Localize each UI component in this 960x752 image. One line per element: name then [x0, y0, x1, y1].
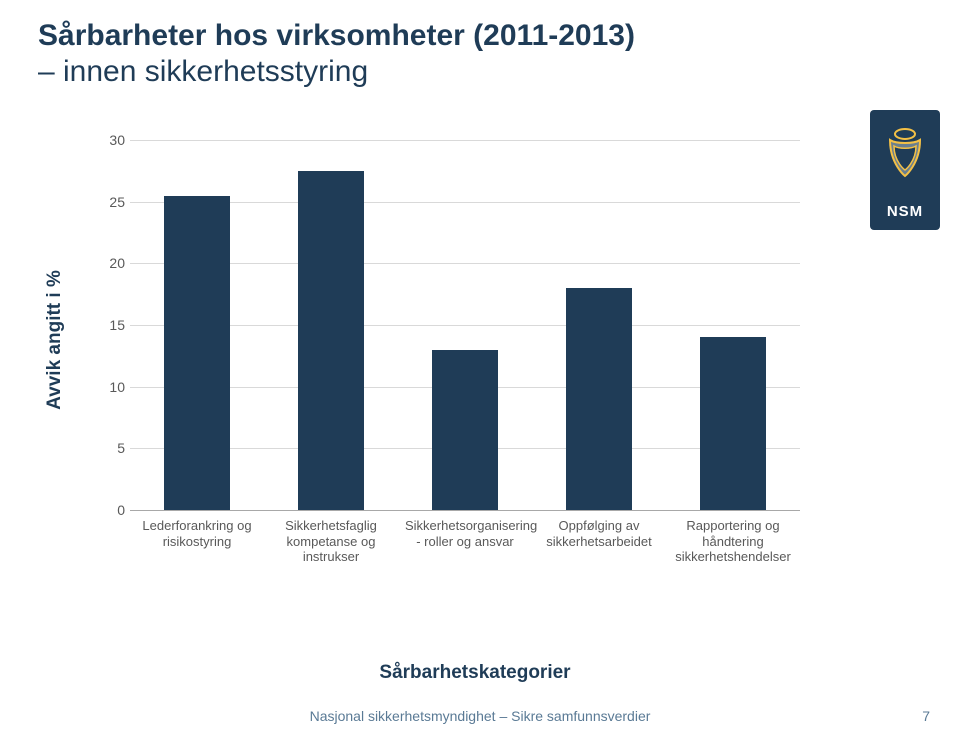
slide-page: Sårbarheter hos virksomheter (2011-2013)…: [0, 0, 960, 752]
grid-line: [130, 140, 800, 141]
y-tick-label: 30: [103, 132, 125, 148]
category-label: Sikkerhetsorganisering - roller og ansva…: [405, 518, 525, 549]
logo-text: NSM: [887, 203, 923, 220]
y-tick-label: 0: [103, 502, 125, 518]
nsm-logo: NSM: [870, 110, 940, 230]
page-title: Sårbarheter hos virksomheter (2011-2013)…: [38, 18, 635, 90]
x-axis-label: Sårbarhetskategorier: [145, 662, 805, 684]
y-axis-label: Avvik angitt i %: [44, 270, 66, 410]
y-tick-label: 25: [103, 194, 125, 210]
grid-line: [130, 263, 800, 264]
category-label: Lederforankring og risikostyring: [137, 518, 257, 549]
category-label: Rapportering og håndtering sikkerhetshen…: [673, 518, 793, 565]
y-tick-label: 10: [103, 379, 125, 395]
title-line1: Sårbarheter hos virksomheter (2011-2013): [38, 19, 635, 52]
y-tick-label: 15: [103, 317, 125, 333]
bar: [566, 288, 632, 510]
bar: [164, 196, 230, 511]
category-label: Oppfølging av sikkerhetsarbeidet: [539, 518, 659, 549]
y-tick-label: 20: [103, 255, 125, 271]
bar: [298, 171, 364, 510]
y-tick-label: 5: [103, 440, 125, 456]
shield-icon: [882, 122, 928, 182]
footer-text: Nasjonal sikkerhetsmyndighet – Sikre sam…: [0, 708, 960, 724]
title-line2: – innen sikkerhetsstyring: [38, 55, 368, 88]
bar: [432, 350, 498, 510]
bar: [700, 337, 766, 510]
bar-chart: Avvik angitt i % Sårbarhetskategorier 05…: [55, 140, 815, 610]
category-label: Sikkerhetsfaglig kompetanse og instrukse…: [271, 518, 391, 565]
grid-line: [130, 325, 800, 326]
grid-line: [130, 202, 800, 203]
plot-area: [130, 140, 800, 511]
page-number: 7: [922, 708, 930, 724]
